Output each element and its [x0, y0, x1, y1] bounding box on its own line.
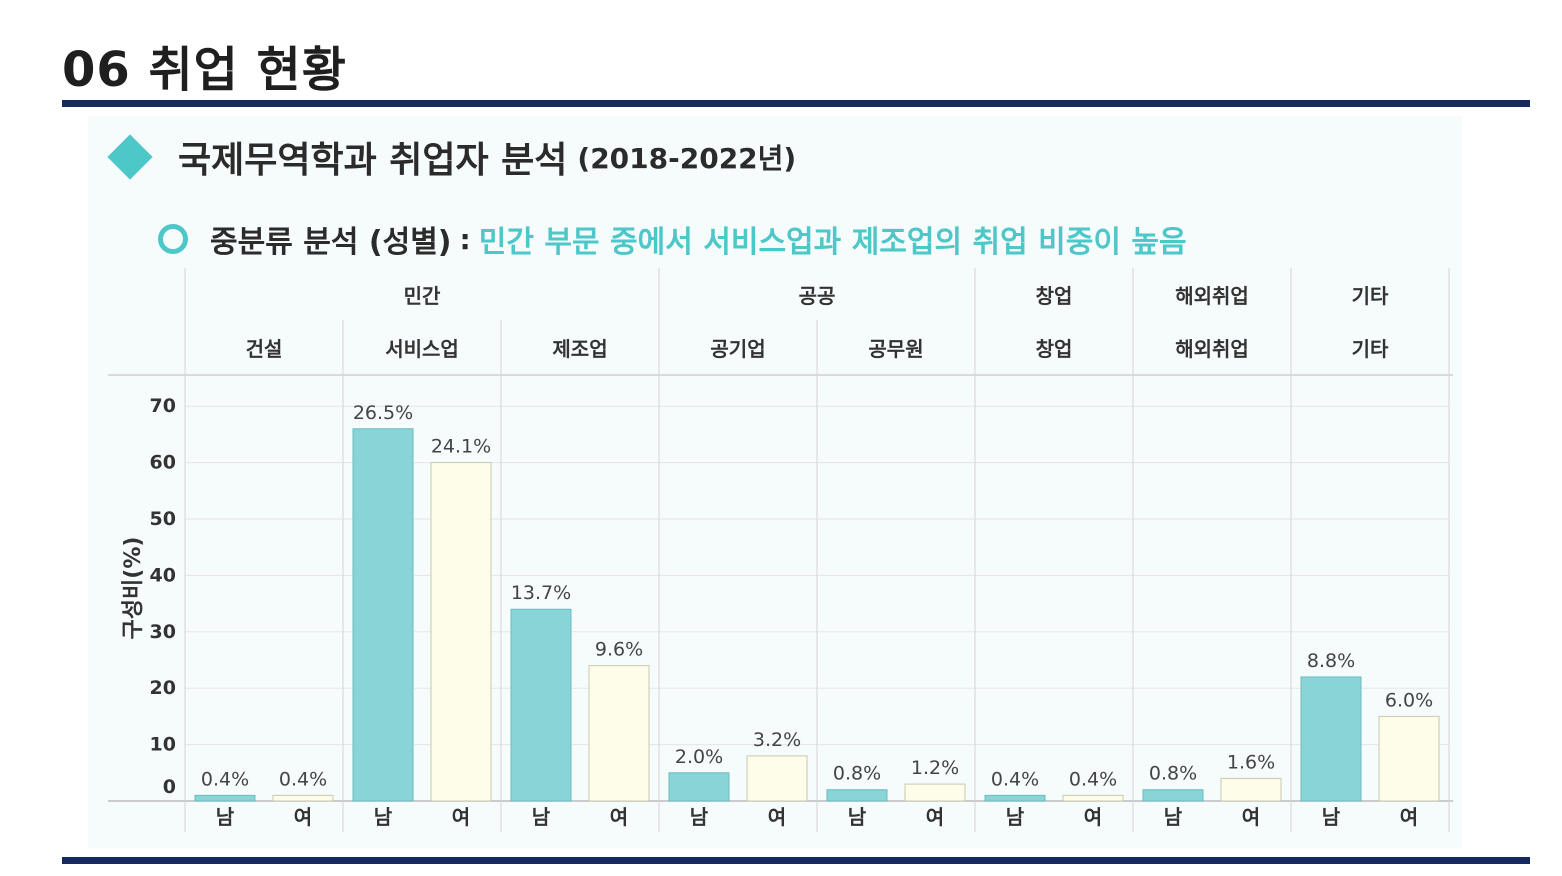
section-heading: 국제무역학과 취업자 분석 (2018-2022년) — [107, 132, 797, 182]
bar-female — [746, 755, 808, 802]
bar-female — [1220, 777, 1282, 802]
category-header: 기타 — [1352, 337, 1389, 361]
x-tick-label: 여 — [1084, 805, 1102, 829]
category-header: 제조업 — [552, 337, 607, 361]
y-tick-label: 10 — [150, 734, 176, 756]
data-label: 0.4% — [201, 768, 249, 790]
data-label: 24.1% — [431, 436, 491, 458]
x-tick-label: 남 — [1322, 805, 1341, 829]
bar-male — [194, 794, 256, 802]
bar-female — [588, 665, 650, 802]
diamond-bullet-icon — [107, 134, 153, 180]
group-header: 민간 — [404, 284, 441, 308]
y-tick-label: 40 — [150, 564, 176, 586]
data-label: 2.0% — [675, 746, 723, 768]
x-tick-label: 남 — [532, 805, 551, 829]
y-tick-label: 0 — [163, 776, 176, 798]
bar-female — [1062, 794, 1124, 802]
bar-male — [1300, 676, 1362, 802]
data-label: 0.4% — [279, 768, 327, 790]
bar-male — [826, 789, 888, 802]
data-label: 6.0% — [1385, 689, 1433, 711]
bar-male — [668, 772, 730, 802]
category-header: 건설 — [246, 337, 283, 361]
section-period: (2018-2022년) — [577, 142, 797, 175]
category-header: 해외취업 — [1175, 337, 1249, 361]
bar-male — [1142, 789, 1204, 802]
circle-bullet-icon — [158, 224, 188, 254]
data-label: 0.8% — [1149, 763, 1197, 785]
sub-highlight: 민간 부문 중에서 서비스업과 제조업의 취업 비중이 높음 — [478, 225, 1187, 260]
x-tick-label: 남 — [1006, 805, 1025, 829]
x-tick-label: 여 — [294, 805, 312, 829]
page-title: 06 취업 현황 — [62, 42, 347, 98]
data-label: 3.2% — [753, 729, 801, 751]
category-header: 창업 — [1036, 337, 1073, 361]
data-label: 13.7% — [511, 582, 571, 604]
x-tick-label: 남 — [1164, 805, 1183, 829]
y-axis-title: 구성비(%) — [121, 537, 146, 640]
x-tick-label: 여 — [1400, 805, 1418, 829]
bar-female — [904, 783, 966, 802]
category-header: 공기업 — [710, 337, 765, 361]
data-label: 26.5% — [353, 402, 413, 424]
x-tick-label: 남 — [216, 805, 235, 829]
data-label: 0.8% — [833, 763, 881, 785]
bar-male — [510, 608, 572, 802]
bar-male — [352, 428, 414, 802]
data-label: 9.6% — [595, 639, 643, 661]
title-divider — [62, 100, 1530, 107]
group-header: 창업 — [1036, 284, 1073, 308]
data-label: 0.4% — [991, 768, 1039, 790]
data-label: 8.8% — [1307, 650, 1355, 672]
y-tick-label: 30 — [150, 621, 176, 643]
x-tick-label: 여 — [1242, 805, 1260, 829]
x-tick-label: 여 — [768, 805, 786, 829]
data-label: 1.6% — [1227, 751, 1275, 773]
category-header: 공무원 — [868, 337, 923, 361]
x-tick-label: 여 — [610, 805, 628, 829]
group-header: 기타 — [1352, 284, 1389, 308]
content-panel — [88, 116, 1462, 848]
x-tick-label: 남 — [690, 805, 709, 829]
sub-label: 중분류 분석 (성별) — [210, 225, 452, 260]
section-title: 국제무역학과 취업자 분석 — [178, 140, 568, 181]
bar-female — [430, 462, 492, 802]
y-tick-label: 50 — [150, 508, 176, 530]
bar-female — [1378, 715, 1440, 802]
x-tick-label: 여 — [452, 805, 470, 829]
y-tick-label: 60 — [150, 452, 176, 474]
bottom-divider — [62, 857, 1530, 864]
data-label: 0.4% — [1069, 768, 1117, 790]
x-tick-label: 남 — [374, 805, 393, 829]
sub-colon: : — [459, 222, 471, 256]
chart-subheading: 중분류 분석 (성별) : 민간 부문 중에서 서비스업과 제조업의 취업 비중… — [158, 216, 1187, 262]
x-tick-label: 남 — [848, 805, 867, 829]
group-header: 해외취업 — [1175, 284, 1249, 308]
data-label: 1.2% — [911, 757, 959, 779]
bar-male — [984, 794, 1046, 802]
category-header: 서비스업 — [385, 337, 459, 361]
y-tick-label: 70 — [150, 395, 176, 417]
group-header: 공공 — [799, 284, 836, 308]
x-tick-label: 여 — [926, 805, 944, 829]
y-tick-label: 20 — [150, 677, 176, 699]
bar-female — [272, 794, 334, 802]
